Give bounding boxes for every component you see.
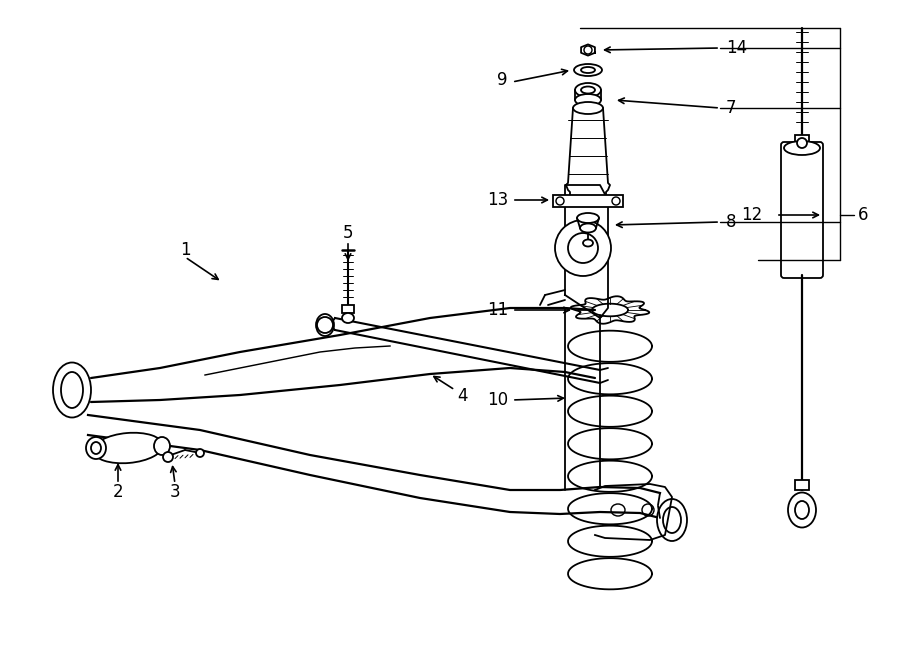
Ellipse shape [53, 362, 91, 418]
Ellipse shape [163, 452, 173, 462]
Circle shape [584, 46, 592, 54]
Ellipse shape [580, 223, 596, 233]
Ellipse shape [573, 102, 603, 114]
Text: 5: 5 [343, 224, 353, 242]
Ellipse shape [642, 504, 654, 516]
Ellipse shape [154, 437, 170, 455]
Circle shape [317, 317, 333, 333]
Text: 6: 6 [858, 206, 868, 224]
Circle shape [797, 138, 807, 148]
Text: 4: 4 [456, 387, 467, 405]
Ellipse shape [611, 504, 625, 516]
Text: 7: 7 [726, 99, 736, 117]
FancyBboxPatch shape [781, 142, 823, 278]
Bar [795, 135, 809, 145]
Text: 9: 9 [498, 71, 508, 89]
Ellipse shape [657, 499, 687, 541]
Text: 11: 11 [487, 301, 508, 319]
Circle shape [568, 233, 598, 263]
Circle shape [555, 220, 611, 276]
Ellipse shape [784, 141, 820, 155]
Ellipse shape [86, 437, 106, 459]
Ellipse shape [575, 83, 601, 97]
Text: 13: 13 [487, 191, 508, 209]
Ellipse shape [663, 507, 681, 533]
Text: 14: 14 [726, 39, 747, 57]
Ellipse shape [91, 442, 101, 454]
Text: 3: 3 [170, 483, 180, 501]
Ellipse shape [342, 313, 354, 323]
Text: 2: 2 [112, 483, 123, 501]
Circle shape [612, 197, 620, 205]
Text: 10: 10 [487, 391, 508, 409]
Ellipse shape [574, 64, 602, 76]
Ellipse shape [581, 87, 595, 93]
Bar [553, 195, 623, 207]
Ellipse shape [581, 67, 595, 73]
Circle shape [556, 197, 564, 205]
Ellipse shape [61, 372, 83, 408]
Ellipse shape [93, 433, 163, 463]
Ellipse shape [316, 314, 334, 336]
Ellipse shape [575, 94, 601, 106]
Text: 8: 8 [726, 213, 736, 231]
Ellipse shape [788, 492, 816, 527]
Ellipse shape [583, 239, 593, 247]
Ellipse shape [795, 501, 809, 519]
Bar [342, 305, 354, 313]
Ellipse shape [577, 213, 599, 223]
Text: 12: 12 [741, 206, 762, 224]
Text: 1: 1 [180, 241, 190, 259]
Bar [795, 480, 809, 490]
Ellipse shape [196, 449, 204, 457]
